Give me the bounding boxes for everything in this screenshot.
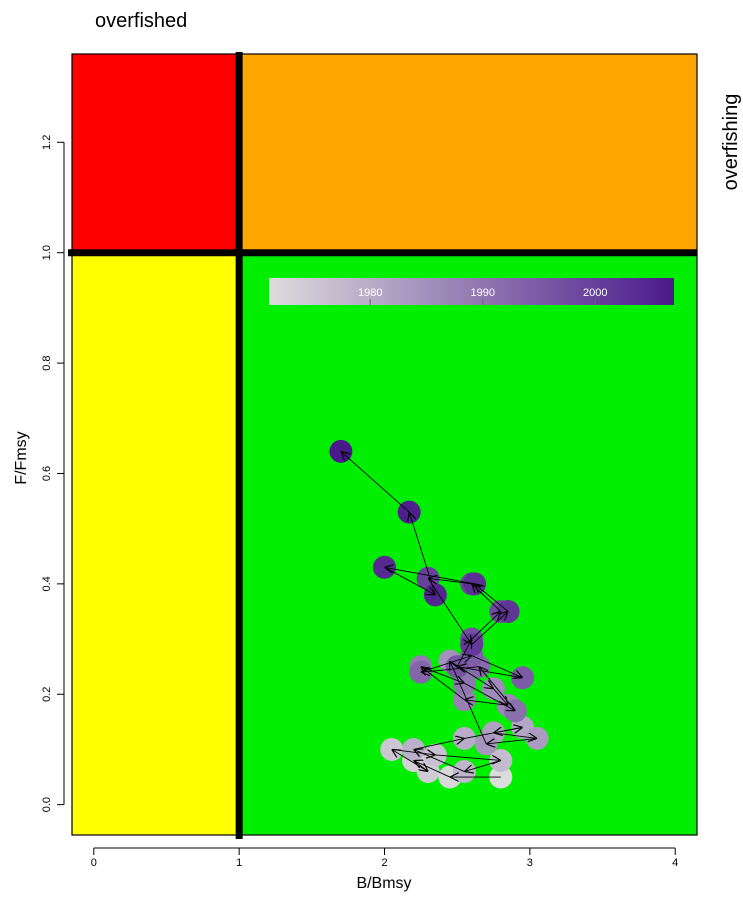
arrow-1987-1988 — [464, 700, 509, 706]
y-tick-label: 0.8 — [41, 355, 53, 370]
arrow-1994-1995 — [471, 655, 523, 678]
x-tick-label: 0 — [91, 857, 97, 869]
arrow-1997-1998 — [471, 611, 501, 640]
x-tick-label: 3 — [527, 857, 533, 869]
arrow-1993-1994 — [420, 656, 472, 673]
x-axis-title: B/Bmsy — [356, 875, 411, 892]
arrow-1992-1993 — [421, 666, 480, 673]
arrow-1982-1983 — [493, 732, 538, 739]
arrow-1991-1992 — [479, 667, 516, 712]
colorbar-gradient — [269, 278, 674, 305]
overfished-label: overfished — [95, 10, 187, 32]
y-tick-label: 0.6 — [41, 466, 53, 481]
arrow-2005-2006 — [409, 512, 436, 596]
region-overfished-and-overfishing — [72, 54, 240, 253]
arrow-2002-2003 — [475, 584, 509, 612]
trajectory-arrows — [341, 451, 537, 777]
trajectory — [329, 439, 549, 789]
arrow-1979-1980 — [413, 738, 465, 750]
y-tick-label: 0.2 — [41, 687, 53, 702]
y-tick-label: 1.2 — [41, 135, 53, 150]
arrow-1976-1977 — [435, 754, 500, 761]
colorbar-tick-label: 2000 — [583, 287, 607, 299]
arrow-2004-2005 — [384, 566, 436, 595]
y-tick-label: 0.4 — [41, 576, 53, 591]
region-overfishing-only — [239, 54, 697, 253]
arrow-1974-1975 — [392, 749, 429, 772]
arrow-1983-1984 — [486, 737, 538, 744]
arrow-1977-1978 — [464, 760, 501, 771]
plot-frame — [71, 53, 698, 836]
region-overfished-only — [72, 252, 240, 835]
arrow-1981-1982 — [494, 727, 523, 733]
x-tick-label: 1 — [236, 857, 242, 869]
reference-lines — [68, 52, 697, 839]
arrow-1978-1979 — [414, 749, 465, 772]
arrow-1990-1991 — [464, 682, 515, 711]
arrow-2006-2007 — [341, 451, 410, 513]
x-axis: 0 1 2 3 4 — [91, 847, 678, 869]
regions — [72, 54, 697, 835]
arrow-2001-2002 — [471, 611, 508, 645]
y-axis: 0.0 0.2 0.4 0.6 0.8 1.0 1.2 — [41, 135, 65, 812]
x-tick-label: 4 — [672, 857, 678, 869]
y-tick-label: 0.0 — [41, 797, 53, 812]
colorbar-tick-label: 1980 — [358, 287, 382, 299]
y-axis-title: F/Fmsy — [13, 431, 30, 484]
y-tick-label: 1.0 — [41, 245, 53, 260]
arrow-1999-2000 — [428, 578, 472, 585]
arrow-1986-1987 — [493, 688, 509, 706]
colorbar-tick-label: 1990 — [471, 287, 495, 299]
colorbar: 1980 1990 2000 — [269, 278, 674, 305]
x-tick-label: 2 — [381, 857, 387, 869]
overfishing-label: overfishing — [720, 94, 742, 191]
arrow-1995-1996 — [457, 667, 523, 679]
